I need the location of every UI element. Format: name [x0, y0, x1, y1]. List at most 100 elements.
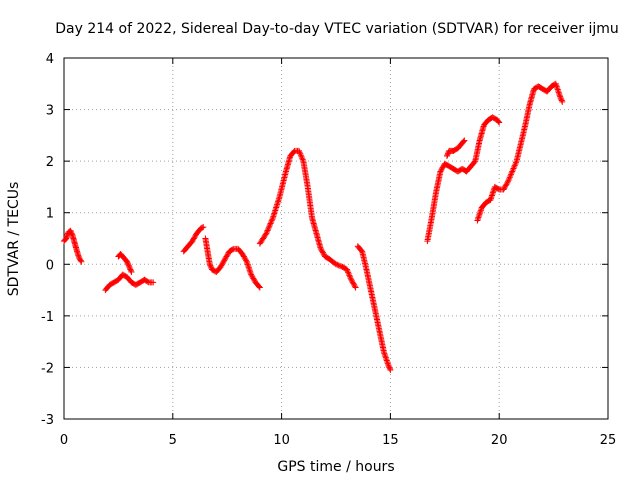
data-point [222, 254, 229, 261]
series-seg1 [61, 227, 85, 265]
series-seg4 [180, 224, 207, 255]
data-point [125, 261, 132, 268]
data-point [206, 261, 213, 268]
data-point [298, 153, 305, 160]
x-tick-label: 15 [382, 433, 399, 448]
data-point [319, 249, 326, 256]
data-point [251, 276, 258, 283]
data-point [263, 230, 270, 237]
data-point [229, 246, 236, 253]
data-points [61, 80, 566, 374]
data-point [505, 177, 512, 184]
data-point [320, 250, 327, 257]
y-tick-label: 0 [46, 258, 54, 273]
series-seg2 [102, 271, 157, 294]
data-point [240, 252, 247, 259]
data-point [437, 168, 444, 175]
data-point [263, 228, 270, 235]
data-point [495, 185, 502, 192]
data-point [471, 159, 478, 166]
data-point [385, 361, 392, 368]
y-axis-label: SDTVAR / TECUs [6, 182, 22, 297]
data-point [265, 224, 272, 231]
data-point [346, 273, 353, 280]
x-axis-label: GPS time / hours [277, 459, 394, 475]
chart-title: Day 214 of 2022, Sidereal Day-to-day VTE… [55, 21, 619, 37]
data-point [333, 261, 339, 268]
data-point [500, 186, 507, 193]
data-point [190, 235, 197, 242]
data-point [438, 167, 445, 174]
data-point [558, 96, 565, 103]
data-point [387, 367, 394, 374]
data-point [351, 281, 358, 288]
data-point [559, 98, 566, 105]
x-tick-label: 25 [600, 433, 617, 448]
data-point [266, 223, 273, 230]
data-point [126, 265, 133, 272]
series-seg8 [424, 114, 503, 245]
data-point [344, 267, 351, 274]
y-tick-label: -2 [41, 361, 54, 376]
data-point [220, 258, 227, 265]
data-point [460, 138, 467, 145]
data-point [239, 250, 246, 257]
data-point [351, 283, 358, 290]
data-point [262, 231, 269, 238]
series-seg7 [354, 243, 394, 374]
data-point [78, 258, 85, 265]
y-tick-label: 2 [46, 155, 54, 170]
data-point [124, 259, 131, 266]
data-point [267, 220, 274, 227]
data-point [77, 257, 84, 264]
data-point [297, 152, 304, 159]
y-tick-label: 1 [46, 207, 54, 222]
data-point [221, 257, 228, 264]
series-seg3 [115, 250, 135, 276]
data-point [319, 248, 326, 255]
x-tick-label: 10 [273, 433, 290, 448]
x-axis: 0 5 10 15 20 25 [60, 58, 616, 448]
data-point [343, 266, 350, 273]
data-point [318, 247, 325, 254]
data-point [558, 97, 565, 104]
data-point [219, 261, 226, 268]
data-point [346, 272, 353, 279]
data-point [335, 262, 342, 269]
x-tick-label: 20 [491, 433, 508, 448]
data-point [264, 227, 271, 234]
data-point [352, 284, 359, 291]
data-point [350, 280, 357, 287]
data-point [265, 226, 272, 233]
data-point [192, 232, 199, 239]
data-point [248, 272, 255, 279]
data-point [508, 169, 515, 176]
data-point [127, 267, 134, 274]
data-point [345, 269, 352, 276]
data-point [189, 238, 196, 245]
data-point [439, 164, 446, 171]
data-point [349, 279, 356, 286]
data-point [336, 262, 343, 269]
data-point [347, 275, 354, 282]
series-seg10 [474, 80, 566, 224]
data-point [126, 263, 133, 270]
data-point [444, 151, 451, 158]
data-point [461, 137, 468, 144]
data-point [386, 364, 393, 371]
data-point [299, 156, 306, 163]
data-point [503, 181, 510, 188]
data-point [507, 172, 514, 179]
data-point [249, 274, 256, 281]
data-point [345, 270, 352, 277]
series-seg6 [256, 147, 359, 291]
data-point [509, 168, 516, 175]
data-point [358, 247, 365, 254]
data-point [299, 155, 306, 162]
data-point [348, 276, 355, 283]
data-point [510, 165, 517, 172]
data-point [495, 118, 502, 125]
data-point [504, 178, 511, 185]
data-point [207, 262, 214, 269]
